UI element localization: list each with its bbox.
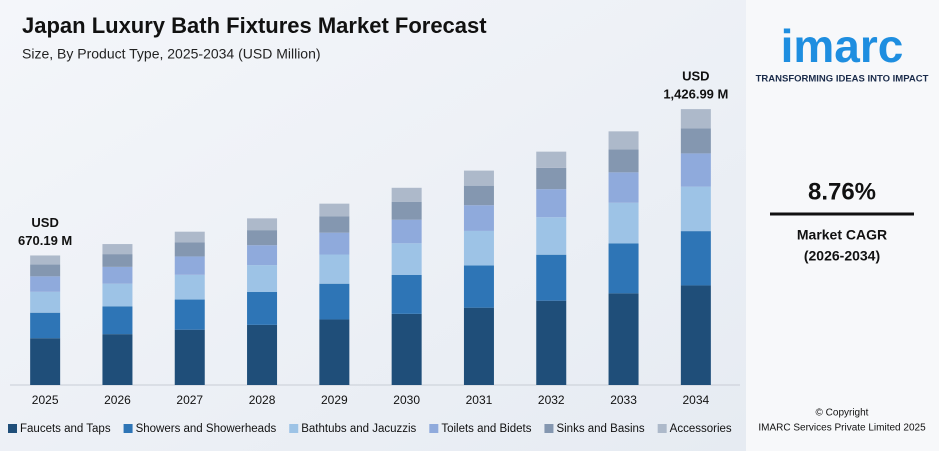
- bar-segment: [391, 219, 422, 244]
- bar-segment: [174, 242, 205, 257]
- copyright-owner: IMARC Services Private Limited 2025: [758, 423, 926, 434]
- bar-segment: [319, 283, 350, 320]
- bar-segment: [174, 274, 205, 300]
- bar-segment: [608, 243, 639, 294]
- bar-segment: [463, 205, 494, 231]
- bar-segment: [463, 170, 494, 186]
- chart-subtitle: Size, By Product Type, 2025-2034 (USD Mi…: [22, 46, 321, 62]
- bar-segment: [30, 264, 61, 277]
- tagline: TRANSFORMING IDEAS INTO IMPACT: [756, 74, 929, 85]
- bar-segment: [391, 313, 422, 385]
- bar-segment: [680, 109, 711, 129]
- cagr-label: Market CAGR: [797, 227, 887, 243]
- bar-segment: [319, 216, 350, 233]
- legend-swatch: [429, 424, 439, 433]
- bar-segment: [102, 244, 133, 255]
- bar-segment: [680, 186, 711, 232]
- legend-swatch: [289, 424, 299, 433]
- legend-label: Showers and Showerheads: [136, 423, 277, 435]
- bar-segment: [319, 203, 350, 217]
- bar-segment: [608, 172, 639, 203]
- x-tick-label: 2026: [104, 393, 131, 407]
- bar-segment: [680, 128, 711, 154]
- bar-segment: [174, 299, 205, 330]
- bar-segment: [319, 319, 350, 385]
- legend-label: Faucets and Taps: [20, 423, 111, 435]
- bar-segment: [174, 329, 205, 385]
- logo: imarc: [781, 20, 904, 72]
- bar-segment: [536, 151, 567, 168]
- bar-segment: [536, 217, 567, 255]
- x-tick-label: 2025: [32, 393, 59, 407]
- legend-swatch: [657, 424, 667, 433]
- value-annotation: 1,426.99 M: [663, 87, 728, 102]
- legend-label: Bathtubs and Jacuzzis: [301, 423, 416, 435]
- bar-segment: [319, 254, 350, 284]
- bar-segment: [680, 285, 711, 385]
- bar-segment: [391, 243, 422, 275]
- legend-label: Toilets and Bidets: [441, 423, 531, 435]
- bar-segment: [608, 131, 639, 150]
- copyright: © Copyright: [816, 408, 869, 419]
- x-tick-label: 2028: [249, 393, 276, 407]
- bar-segment: [608, 202, 639, 244]
- x-tick-label: 2033: [610, 393, 637, 407]
- bar-segment: [463, 265, 494, 308]
- bar-segment: [319, 232, 350, 255]
- bar-segment: [247, 218, 278, 231]
- bar-segment: [174, 231, 205, 243]
- legend-swatch: [8, 424, 17, 433]
- value-annotation: USD: [31, 215, 58, 230]
- value-annotation: 670.19 M: [18, 233, 72, 248]
- bar-segment: [391, 274, 422, 314]
- bar-segment: [247, 245, 278, 266]
- bar-segment: [102, 306, 133, 335]
- bar-segment: [30, 312, 61, 339]
- bar-segment: [608, 149, 639, 173]
- sidebar-background: [746, 0, 939, 451]
- bar-segment: [247, 324, 278, 385]
- bar-segment: [680, 231, 711, 286]
- cagr-value: 8.76%: [808, 178, 876, 205]
- bar-segment: [608, 293, 639, 385]
- bar-segment: [391, 187, 422, 202]
- bar-segment: [680, 153, 711, 187]
- x-tick-label: 2030: [393, 393, 420, 407]
- bar-segment: [174, 256, 205, 275]
- chart-title: Japan Luxury Bath Fixtures Market Foreca…: [22, 13, 487, 38]
- x-tick-label: 2031: [466, 393, 493, 407]
- x-tick-label: 2032: [538, 393, 565, 407]
- bar-segment: [30, 291, 61, 313]
- value-annotation: USD: [682, 69, 709, 84]
- bar-segment: [30, 255, 61, 265]
- bar-segment: [102, 283, 133, 307]
- x-tick-label: 2029: [321, 393, 348, 407]
- bar-segment: [247, 292, 278, 325]
- legend-label: Accessories: [670, 423, 732, 435]
- bar-segment: [247, 230, 278, 246]
- bar-segment: [536, 167, 567, 190]
- bar-segment: [102, 334, 133, 385]
- bar-segment: [30, 338, 61, 385]
- bar-segment: [391, 201, 422, 220]
- bar-segment: [102, 266, 133, 284]
- legend-swatch: [123, 424, 133, 433]
- cagr-period: (2026-2034): [804, 248, 880, 264]
- bar-segment: [102, 254, 133, 267]
- bar-segment: [247, 265, 278, 293]
- legend-label: Sinks and Basins: [556, 423, 644, 435]
- bar-segment: [30, 276, 61, 292]
- legend-swatch: [544, 424, 554, 433]
- x-tick-label: 2027: [176, 393, 203, 407]
- bar-segment: [536, 300, 567, 385]
- x-tick-label: 2034: [682, 393, 709, 407]
- bar-segment: [463, 230, 494, 266]
- bar-segment: [536, 254, 567, 301]
- bar-segment: [536, 189, 567, 218]
- bar-segment: [463, 185, 494, 206]
- bar-segment: [463, 307, 494, 385]
